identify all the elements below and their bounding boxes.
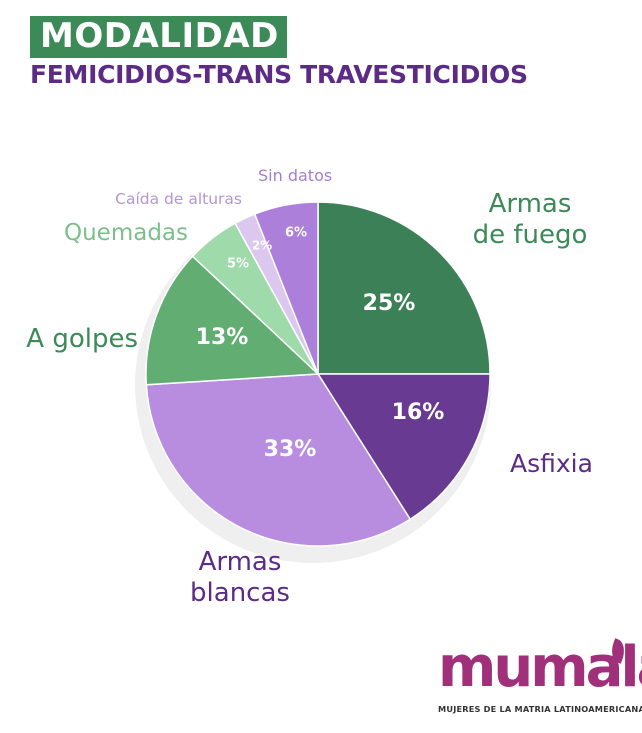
value-label-a-golpes: 13% xyxy=(196,325,249,350)
page-title: MODALIDAD xyxy=(30,16,287,58)
value-label-asfixia: 16% xyxy=(392,400,445,425)
category-label-quemadas: Quemadas xyxy=(64,220,188,246)
pie-slice-a-golpes xyxy=(145,255,320,386)
value-label-armas-de-fuego: 25% xyxy=(363,291,416,316)
value-label-quemadas: 5% xyxy=(227,257,249,272)
category-label-armas-de-fuego: Armas de fuego xyxy=(473,189,588,250)
category-label-asfixia: Asfixia xyxy=(510,449,593,478)
logo-word: mumala xyxy=(438,635,642,700)
pie-slice-armas-de-fuego xyxy=(317,201,491,375)
pie-slice-asfixia xyxy=(316,373,491,521)
pie-slice-armas-blancas xyxy=(145,373,412,547)
value-label-sin-datos: 6% xyxy=(285,226,307,241)
pie-slice-sin-datos xyxy=(253,201,319,375)
category-label-a-golpes: A golpes xyxy=(26,324,138,354)
category-label-sin-datos: Sin datos xyxy=(258,166,332,185)
category-label-armas-blancas: Armas blancas xyxy=(190,547,290,608)
mumala-logo: mumala MUJERES DE LA MATRIA LATINOAMERIC… xyxy=(430,638,642,725)
page-subtitle: FEMICIDIOS-TRANS TRAVESTICIDIOS xyxy=(30,60,528,89)
value-label-caida-de-alturas: 2% xyxy=(252,239,272,253)
value-label-armas-blancas: 33% xyxy=(264,437,317,462)
logo-tagline: MUJERES DE LA MATRIA LATINOAMERICANA xyxy=(438,704,642,714)
category-label-caida-de-alturas: Caída de alturas xyxy=(115,190,242,208)
